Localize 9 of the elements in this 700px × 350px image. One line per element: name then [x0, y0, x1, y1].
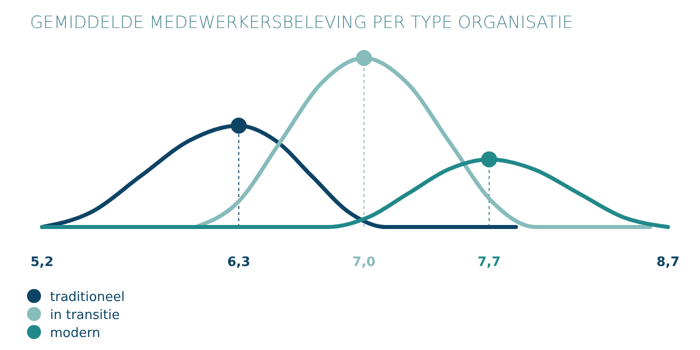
legend-label: traditioneel: [50, 290, 125, 305]
legend-label: modern: [50, 326, 100, 341]
x-tick-label: 6,3: [227, 255, 250, 270]
x-tick-label: 7,0: [352, 255, 376, 270]
x-tick-label: 5,2: [30, 255, 54, 270]
x-tick-label: 8,7: [656, 255, 680, 270]
legend-label: in transitie: [50, 308, 120, 323]
x-tick-label: 7,7: [478, 255, 501, 270]
chart-title: GEMIDDELDE MEDEWERKERSBELEVING PER TYPE ORGANISATIE: [30, 13, 573, 33]
